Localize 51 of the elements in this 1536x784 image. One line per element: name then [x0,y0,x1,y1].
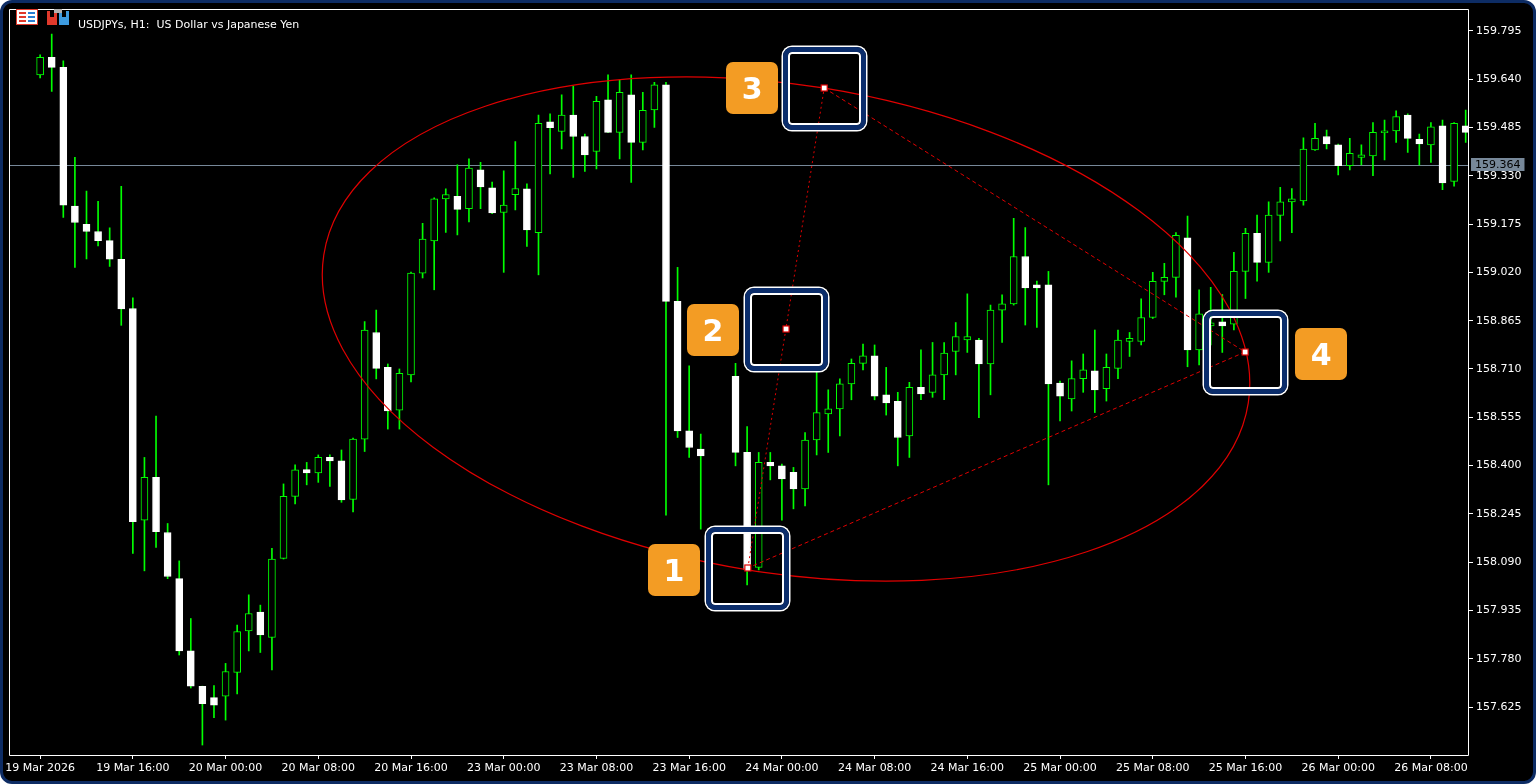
x-tick-label: 20 Mar 08:00 [281,761,356,775]
x-tick-label: 20 Mar 16:00 [374,761,448,775]
candlestick [685,365,693,458]
annotation: 4 [1295,328,1348,380]
annotation: 2 [687,304,740,356]
candlestick [499,170,508,273]
candlestick [441,188,450,233]
y-tick-label: 159.640 [1476,72,1522,86]
candlestick [71,157,79,268]
x-tick-label: 19 Mar 2026 [5,761,76,775]
y-tick-label: 157.780 [1476,651,1522,665]
x-tick-label: 20 Mar 00:00 [188,761,263,775]
y-tick-label: 158.400 [1476,458,1522,472]
x-tick-label: 25 Mar 16:00 [1208,761,1283,775]
y-tick-label: 157.935 [1476,603,1522,617]
x-tick-label: 23 Mar 08:00 [559,761,634,775]
candlestick [511,141,520,211]
candlestick [546,113,554,175]
x-tick-label: 24 Mar 08:00 [837,761,912,775]
candlestick [302,462,311,486]
candlestick [47,33,56,92]
candlestick [94,200,102,247]
y-tick-label: 158.710 [1476,361,1522,375]
candlestick [210,685,218,718]
y-tick-label: 158.245 [1476,506,1522,520]
y-tick-label: 159.330 [1476,168,1522,182]
annotation: 1 [647,544,700,596]
candlestick [696,433,705,530]
x-tick-label: 24 Mar 16:00 [930,761,1005,775]
y-tick-label: 159.020 [1476,265,1522,279]
y-tick-label: 159.485 [1476,120,1522,134]
y-tick-label: 157.625 [1476,699,1522,713]
x-tick-label: 24 Mar 00:00 [745,761,819,775]
y-tick-label: 158.555 [1476,410,1522,424]
y-tick-label: 158.090 [1476,554,1522,568]
y-tick-label: 159.175 [1476,216,1522,230]
y-tick-label: 158.865 [1476,313,1522,327]
x-tick-label: 23 Mar 16:00 [652,761,726,775]
text: USDJPYs, H1: US Dollar vs Japanese Yen [78,18,300,32]
candlestick [1415,133,1424,166]
x-tick-label: 26 Mar 08:00 [1394,761,1468,775]
y-tick-label: 159.795 [1476,23,1522,37]
x-tick-label: 25 Mar 08:00 [1116,761,1190,775]
ref-line-label: 159.364 [1475,157,1521,171]
x-tick-label: 26 Mar 00:00 [1301,761,1375,775]
x-tick-label: 19 Mar 16:00 [96,761,170,775]
candlestick [326,454,334,487]
x-tick-label: 23 Mar 00:00 [467,761,541,775]
x-tick-label: 25 Mar 00:00 [1023,761,1097,775]
candlestick [1288,188,1296,234]
candlestick [569,85,578,178]
